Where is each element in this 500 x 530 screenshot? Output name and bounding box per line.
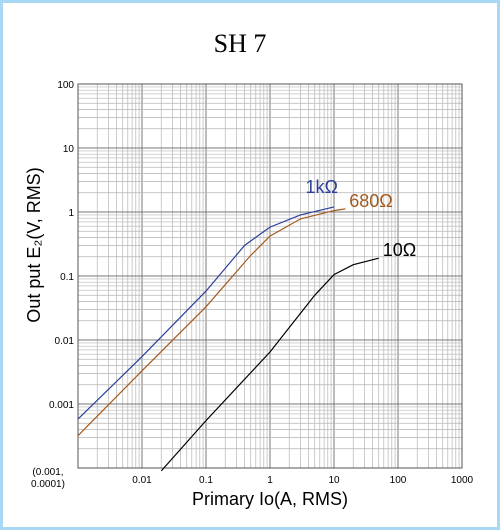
- x-axis-label: Primary Io(A, RMS): [192, 489, 348, 509]
- y-tick-label: 100: [57, 80, 74, 91]
- series-label-1: 680Ω: [349, 191, 393, 211]
- y-tick-label: 10: [63, 144, 75, 155]
- plot-border: [77, 83, 463, 469]
- series-label-2: 10Ω: [383, 240, 416, 260]
- y-tick-label: 0.001: [49, 400, 74, 411]
- tick-labels: 0.01 0.1 1 10 100 1000 100 10 1 0.1 0.01 0.001: [49, 80, 474, 486]
- x-tick-label: 0.1: [199, 475, 213, 486]
- x-tick-label: 10: [328, 475, 340, 486]
- y-tick-label: 0.01: [55, 336, 75, 347]
- series-line-1: [77, 208, 346, 437]
- series-line-0: [77, 206, 335, 420]
- series-label-0: 1kΩ: [306, 177, 338, 197]
- y-tick-label: 0.1: [60, 272, 74, 283]
- series-lines: [77, 206, 379, 472]
- series-line-2: [160, 257, 379, 472]
- x-tick-label: 1000: [451, 475, 474, 486]
- x-tick-label: 1: [267, 475, 273, 486]
- x-tick-label: 0.01: [132, 475, 152, 486]
- x-tick-label: 100: [390, 475, 407, 486]
- y-tick-label: 1: [68, 208, 74, 219]
- series-labels: 1kΩ 680Ω 10Ω: [306, 177, 417, 260]
- origin-label-line2: 0.0001): [31, 479, 65, 490]
- y-axis-label: Out put E₂(V, RMS): [24, 167, 44, 322]
- origin-label-line1: (0.001,: [32, 467, 63, 478]
- chart-title: SH 7: [214, 29, 267, 58]
- grid: [77, 84, 462, 469]
